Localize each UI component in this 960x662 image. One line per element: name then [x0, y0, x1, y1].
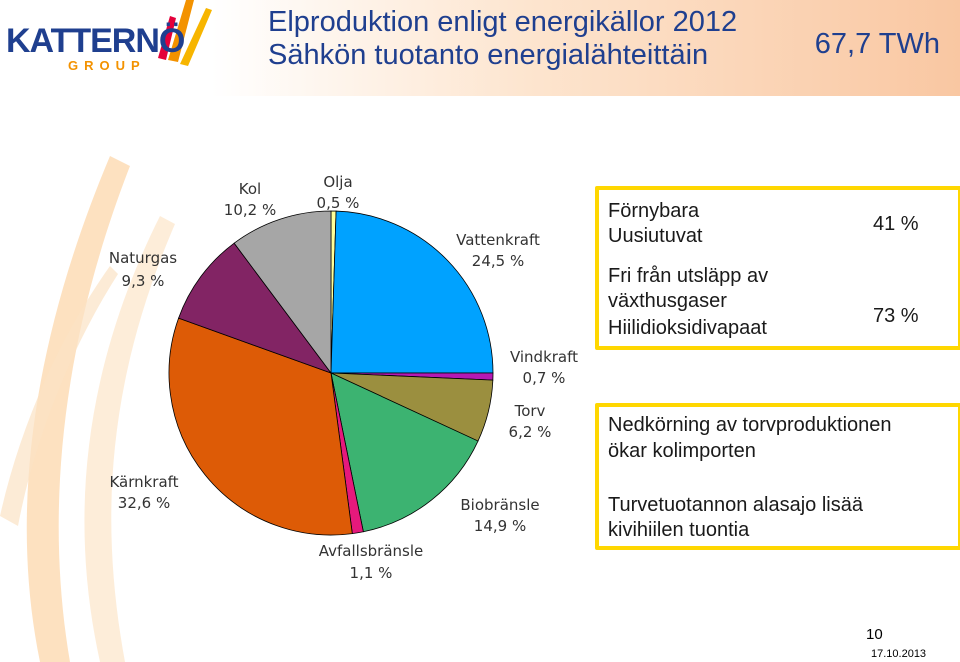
- box2-line-4: kivihiilen tuontia: [608, 519, 750, 541]
- pie-labels: Olja 0,5 % Vattenkraft 24,5 % Vindkraft …: [109, 173, 578, 582]
- total-production: 67,7 TWh: [814, 28, 940, 60]
- pie-slice-biobränsle: [330, 372, 479, 533]
- pie-slices: [168, 210, 494, 536]
- label-biobransle-value: 14,9 %: [474, 517, 526, 535]
- box2-line-3: Turvetuotannon alasajo lisää: [608, 494, 863, 516]
- label-vattenkraft-value: 24,5 %: [472, 252, 524, 270]
- label-vindkraft-value: 0,7 %: [523, 369, 566, 387]
- label-karnkraft-name: Kärnkraft: [109, 473, 178, 491]
- label-kol-name: Kol: [239, 180, 261, 198]
- title-line-1: Elproduktion enligt energikällor 2012: [268, 6, 738, 38]
- box2-line-2: ökar kolimporten: [608, 440, 756, 462]
- page-number: 10: [866, 626, 883, 643]
- label-naturgas-name: Naturgas: [109, 249, 177, 267]
- label-vattenkraft-name: Vattenkraft: [456, 231, 540, 249]
- title-line-2: Sähkön tuotanto energialähteittäin: [268, 39, 709, 71]
- label-olja-value: 0,5 %: [317, 194, 360, 212]
- box1-line-4: växthusgaser: [608, 290, 727, 312]
- box1-line-5: Hiilidioksidivapaat: [608, 317, 767, 339]
- emission-free-percent: 73 %: [873, 305, 919, 327]
- peat-box: [595, 403, 960, 550]
- box2-line-1: Nedkörning av torvproduktionen: [608, 414, 892, 436]
- logo-word: KATTERNÖ: [6, 22, 185, 60]
- pie-chart: Olja 0,5 % Vattenkraft 24,5 % Vindkraft …: [109, 173, 578, 582]
- label-torv-name: Torv: [514, 402, 546, 420]
- box1-line-2: Uusiutuvat: [608, 225, 703, 247]
- label-kol-value: 10,2 %: [224, 201, 276, 219]
- label-vindkraft-name: Vindkraft: [510, 348, 578, 366]
- label-avfallsbransle-name: Avfallsbränsle: [319, 542, 423, 560]
- label-karnkraft-value: 32,6 %: [118, 494, 170, 512]
- pie-slice-kol: [233, 210, 332, 375]
- pie-slice-kärnkraft: [168, 317, 353, 536]
- box1-line-1: Förnybara: [608, 200, 700, 222]
- pie-slice-vattenkraft: [330, 210, 494, 374]
- page-title: Elproduktion enligt energikällor 2012 Sä…: [268, 6, 737, 72]
- renewables-percent: 41 %: [873, 213, 919, 235]
- slide-date: 17.10.2013: [871, 648, 927, 660]
- pie-slice-naturgas: [178, 242, 333, 374]
- logo-sub: GROUP: [68, 58, 146, 73]
- label-biobransle-name: Biobränsle: [460, 496, 539, 514]
- katterno-logo: KATTERNÖ GROUP: [6, 0, 212, 73]
- header-band: [0, 0, 960, 96]
- label-olja-name: Olja: [323, 173, 352, 191]
- decorative-swooshes: [0, 156, 175, 662]
- label-naturgas-value: 9,3 %: [122, 272, 165, 290]
- label-torv-value: 6,2 %: [509, 423, 552, 441]
- box1-line-3: Fri från utsläpp av: [608, 265, 769, 287]
- label-avfallsbransle-value: 1,1 %: [350, 564, 393, 582]
- renewables-box: [595, 186, 960, 350]
